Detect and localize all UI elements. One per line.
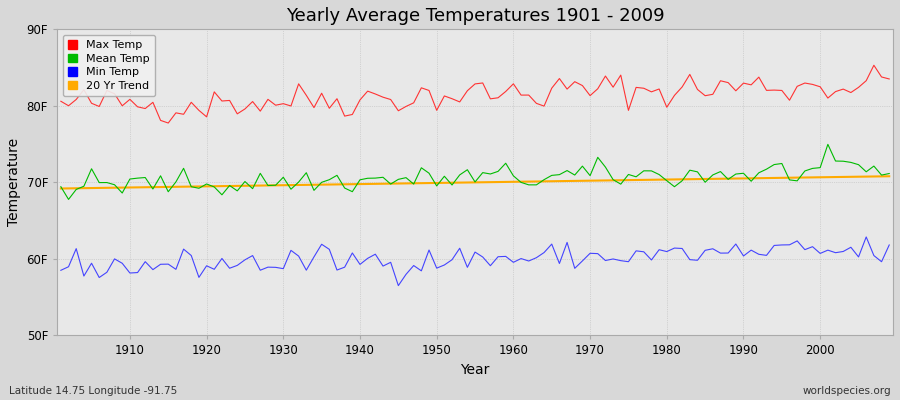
Y-axis label: Temperature: Temperature: [7, 138, 21, 226]
Legend: Max Temp, Mean Temp, Min Temp, 20 Yr Trend: Max Temp, Mean Temp, Min Temp, 20 Yr Tre…: [63, 35, 155, 96]
Text: worldspecies.org: worldspecies.org: [803, 386, 891, 396]
Text: Latitude 14.75 Longitude -91.75: Latitude 14.75 Longitude -91.75: [9, 386, 177, 396]
Title: Yearly Average Temperatures 1901 - 2009: Yearly Average Temperatures 1901 - 2009: [285, 7, 664, 25]
X-axis label: Year: Year: [461, 363, 490, 377]
